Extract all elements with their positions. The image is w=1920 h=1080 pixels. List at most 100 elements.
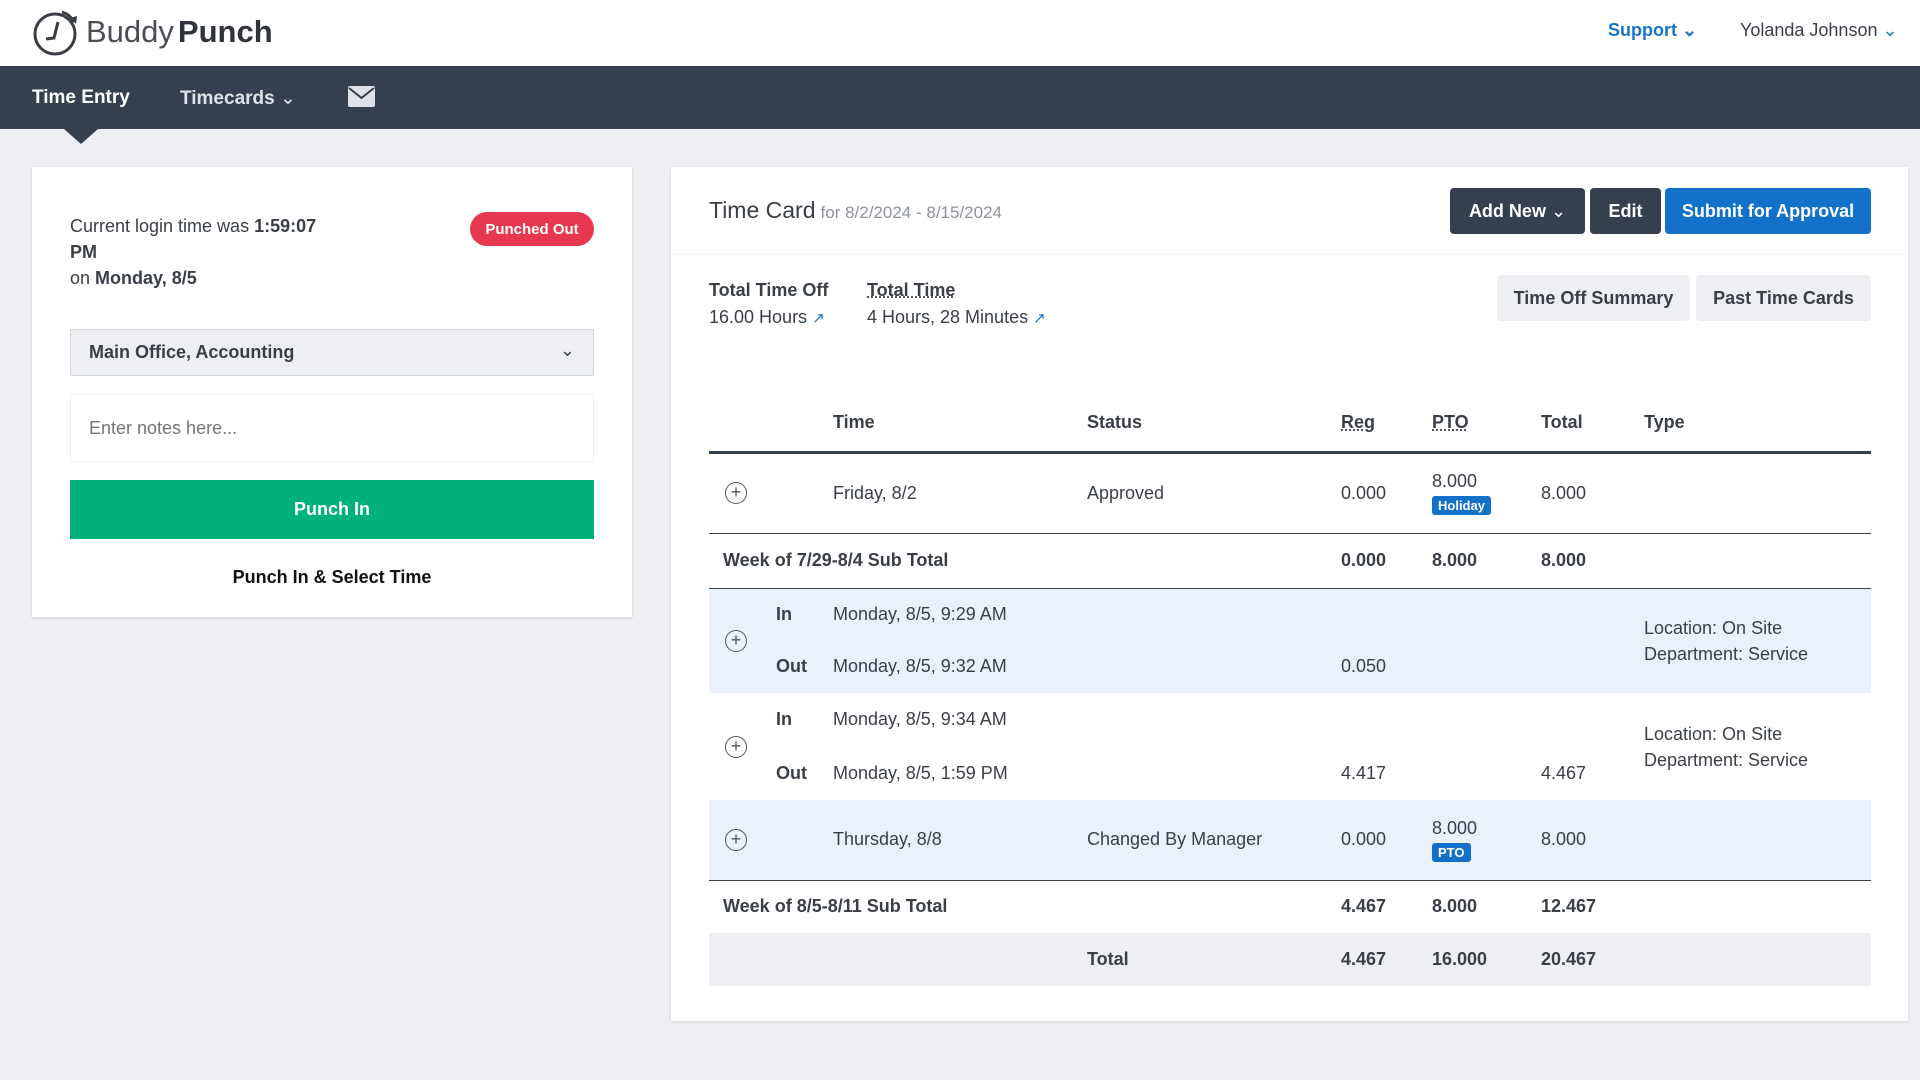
out-time: Monday, 8/5, 1:59 PM [833, 762, 1008, 783]
pto-value: 8.000 [1432, 817, 1478, 838]
col-type: Type [1644, 395, 1871, 454]
subtotal-row: Week of 7/29-8/4 Sub Total 0.000 8.000 8.00… [709, 533, 1871, 588]
total-cell: 8.000 [1541, 550, 1587, 570]
chevron-down-icon: ⌄ [279, 88, 296, 109]
table-row: Out Monday, 8/5, 1:59 PM 4.417 4.467 [709, 746, 1871, 800]
pto-cell: 8.000 [1432, 896, 1478, 917]
logo-text: Buddy [86, 14, 174, 49]
time-off-label: Total Time Off [709, 280, 829, 300]
time-off-summary-button[interactable]: Time Off Summary [1497, 275, 1690, 321]
pto-cell: 8.000 [1432, 550, 1478, 570]
location-select[interactable]: Main Office, Accounting ⌄ [70, 329, 594, 376]
col-time: Time [833, 395, 1087, 454]
status-cell: Changed By Manager [1087, 829, 1263, 850]
col-status: Status [1087, 395, 1341, 454]
mail-icon[interactable] [348, 86, 375, 113]
table-row: + In Monday, 8/5, 9:29 AM Location: On Site… [709, 588, 1871, 664]
type-cell: Location: On Site Department: Service [1644, 693, 1871, 800]
edit-button[interactable]: Edit [1590, 188, 1661, 234]
past-time-cards-button[interactable]: Past Time Cards [1696, 275, 1871, 321]
date-range: for 8/2/2024 - 8/15/2024 [820, 203, 1002, 222]
expand-plus-icon[interactable]: + [725, 735, 747, 758]
timecard-title: Time Card for 8/2/2024 - 8/15/2024 [709, 197, 1002, 224]
in-label: In [776, 603, 792, 624]
total-cell: 8.000 [1541, 829, 1587, 850]
timecards-label: Timecards [180, 88, 275, 109]
status-cell: Approved [1087, 482, 1165, 503]
total-time-value: 4 Hours, 28 Minutes [867, 307, 1029, 327]
user-name: Yolanda Johnson [1740, 20, 1878, 40]
external-link-icon[interactable]: ↗ [1033, 310, 1046, 327]
top-bar: Buddy Punch Support ⌄ Yolanda Johnson ⌄ [0, 0, 1920, 66]
total-label: Total [1087, 949, 1129, 969]
out-label: Out [776, 762, 807, 783]
in-label: In [776, 709, 792, 729]
total-time: Total Time 4 Hours, 28 Minutes ↗ [867, 277, 1046, 332]
status-badge: Punched Out [470, 212, 594, 246]
chevron-down-icon: ⌄ [559, 340, 575, 360]
support-menu[interactable]: Support ⌄ [1608, 20, 1697, 41]
user-menu[interactable]: Yolanda Johnson ⌄ [1740, 20, 1898, 41]
col-pto: PTO [1432, 395, 1541, 454]
out-time: Monday, 8/5, 9:32 AM [833, 656, 1007, 676]
title: Time Card [709, 197, 816, 223]
expand-plus-icon[interactable]: + [725, 482, 747, 504]
col-total: Total [1541, 395, 1644, 454]
support-label: Support [1608, 20, 1677, 40]
nav-timecards[interactable]: Timecards ⌄ [180, 87, 296, 110]
notes-input[interactable] [70, 394, 594, 462]
nav-time-entry[interactable]: Time Entry [32, 87, 130, 108]
expand-plus-icon[interactable]: + [725, 629, 747, 652]
login-time: 1:59:07 [254, 216, 317, 236]
login-ampm: PM [70, 242, 97, 262]
logo-text-bold: Punch [177, 14, 273, 49]
reg-cell: 0.000 [1341, 482, 1387, 503]
holiday-badge: Holiday [1432, 496, 1491, 515]
punch-in-select-time-link[interactable]: Punch In & Select Time [232, 567, 432, 587]
total-cell: 8.000 [1541, 482, 1587, 503]
add-new-label: Add New [1468, 200, 1546, 221]
login-day: Monday, 8/5 [95, 268, 197, 288]
type-cell: Location: On Site Department: Service [1644, 588, 1871, 693]
subtotal-row: Week of 8/5-8/11 Sub Total 4.467 8.000 12.4… [709, 880, 1871, 933]
reg-cell: 4.417 [1341, 762, 1387, 783]
table-row: + Thursday, 8/8 Changed By Manager 0.000 8.0… [709, 800, 1871, 880]
external-link-icon[interactable]: ↗ [812, 310, 825, 327]
reg-cell: 0.000 [1341, 829, 1387, 850]
pto-cell: 8.000 PTO [1432, 800, 1541, 880]
chevron-down-icon: ⌄ [1882, 20, 1898, 40]
in-time: Monday, 8/5, 9:34 AM [833, 709, 1007, 729]
chevron-down-icon: ⌄ [1682, 20, 1698, 40]
reg-cell: 4.467 [1341, 949, 1387, 969]
clock-logo-icon [33, 10, 77, 56]
department: Department: Service [1644, 749, 1809, 770]
expand-plus-icon[interactable]: + [725, 828, 747, 851]
submit-for-approval-button[interactable]: Submit for Approval [1665, 188, 1871, 234]
reg-cell: 0.050 [1341, 656, 1387, 676]
department: Department: Service [1644, 643, 1809, 664]
pto-cell: 16.000 [1432, 949, 1488, 969]
divider [671, 254, 1908, 255]
buddy-punch-logo[interactable]: Buddy Punch [32, 6, 273, 58]
punch-in-button[interactable]: Punch In [70, 480, 594, 539]
reg-cell: 0.000 [1341, 550, 1387, 570]
location: Location: On Site [1644, 723, 1783, 744]
pto-value: 8.000 [1432, 471, 1478, 491]
location: Location: On Site [1644, 617, 1783, 638]
active-nav-caret [64, 129, 98, 144]
table-row: + In Monday, 8/5, 9:34 AM Location: On Site… [709, 693, 1871, 770]
time-cell: Thursday, 8/8 [833, 829, 942, 850]
subtotal-label: Week of 8/5-8/11 Sub Total [723, 896, 948, 917]
chevron-down-icon: ⌄ [1550, 200, 1567, 221]
total-cell: 4.467 [1541, 762, 1587, 783]
subtotal-label: Week of 7/29-8/4 Sub Total [723, 550, 949, 570]
time-cell: Friday, 8/2 [833, 482, 917, 503]
total-time-label: Total Time [867, 280, 956, 300]
table-header: Time Status Reg PTO Total Type [709, 395, 1871, 454]
time-off-value: 16.00 Hours [709, 307, 808, 327]
timecard-table: Time Status Reg PTO Total Type + Friday, 8/2 Ap… [709, 395, 1871, 986]
table-row: + Friday, 8/2 Approved 0.000 8.000 Holiday 8.0… [709, 452, 1871, 533]
total-row: Total 4.467 16.000 20.467 [709, 933, 1871, 986]
add-new-button[interactable]: Add New ⌄ [1450, 188, 1585, 234]
total-time-off: Total Time Off 16.00 Hours ↗ [709, 277, 828, 332]
